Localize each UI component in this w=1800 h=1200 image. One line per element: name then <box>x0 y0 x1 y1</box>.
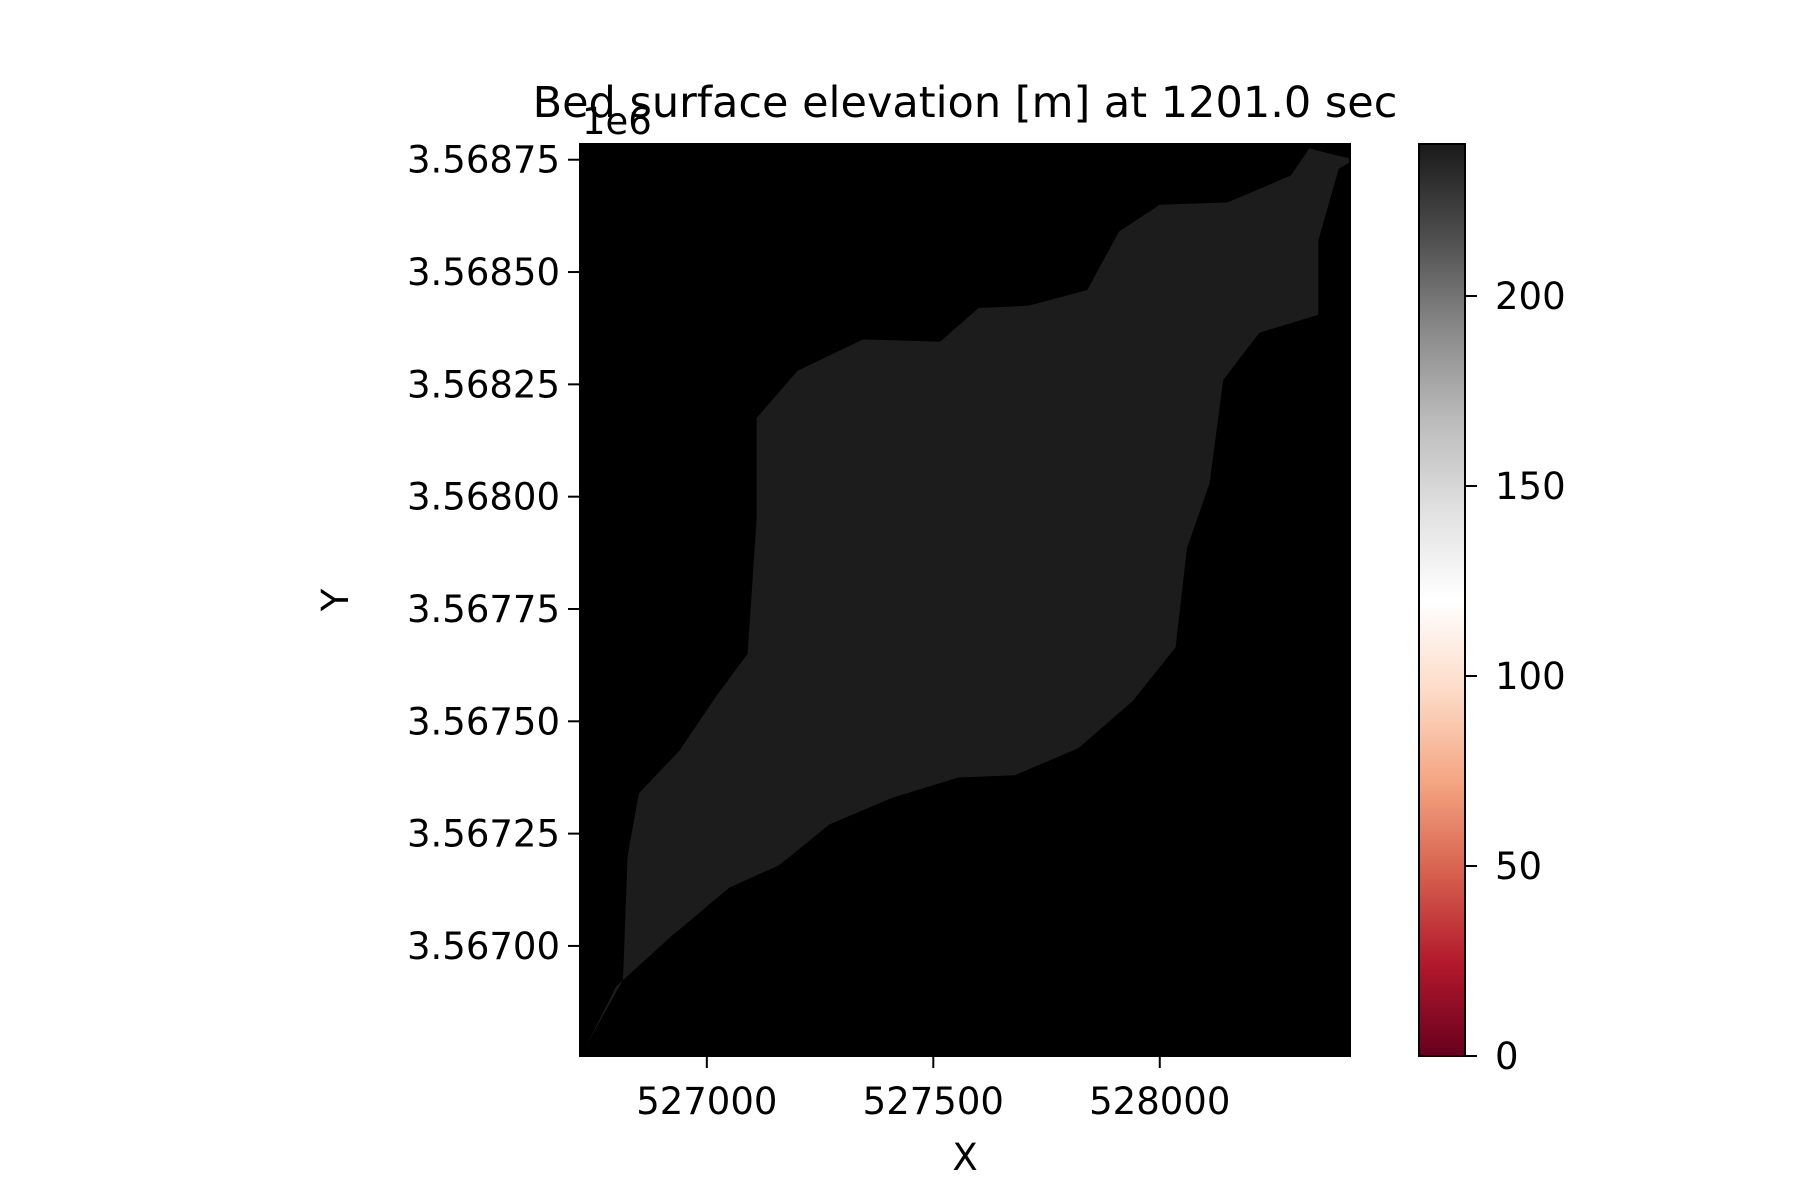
y-tick-label: 3.56850 <box>407 251 560 294</box>
axes-frame <box>579 143 1351 1057</box>
y-tick-label: 3.56875 <box>407 139 560 182</box>
x-tick-label: 527500 <box>863 1080 1004 1123</box>
y-tick-label: 3.56750 <box>407 700 560 743</box>
y-tick-label: 3.56800 <box>407 476 560 519</box>
y-tick-label: 3.56825 <box>407 363 560 406</box>
y-tick-label: 3.56775 <box>407 588 560 631</box>
colorbar-tick-label: 200 <box>1495 275 1566 318</box>
colorbar-gradient <box>1418 143 1466 1057</box>
y-axis-label: Y <box>314 588 357 612</box>
y-tick-label: 3.56725 <box>407 813 560 856</box>
x-axis: 527000 527500 528000 <box>636 1056 1230 1123</box>
plot-area <box>579 143 1351 1057</box>
colorbar-tick-label: 0 <box>1495 1035 1519 1078</box>
y-tick-label: 3.56700 <box>407 925 560 968</box>
colorbar-tick-label: 50 <box>1495 845 1542 888</box>
x-tick-label: 528000 <box>1089 1080 1230 1123</box>
x-tick-label: 527000 <box>636 1080 777 1123</box>
colorbar-tick-label: 100 <box>1495 655 1566 698</box>
y-axis: 3.56700 3.56725 3.56750 3.56775 3.56800 3.568… <box>407 139 580 968</box>
chart-title: Bed surface elevation [m] at 1201.0 sec <box>533 78 1398 128</box>
x-axis-label: X <box>952 1136 977 1179</box>
colorbar: 0 50 100 150 200 <box>1418 143 1566 1078</box>
colorbar-ticks: 0 50 100 150 200 <box>1465 275 1566 1078</box>
heatmap-domain <box>586 148 1350 1045</box>
colorbar-tick-label: 150 <box>1495 465 1566 508</box>
y-offset-label: 1e6 <box>582 100 652 143</box>
